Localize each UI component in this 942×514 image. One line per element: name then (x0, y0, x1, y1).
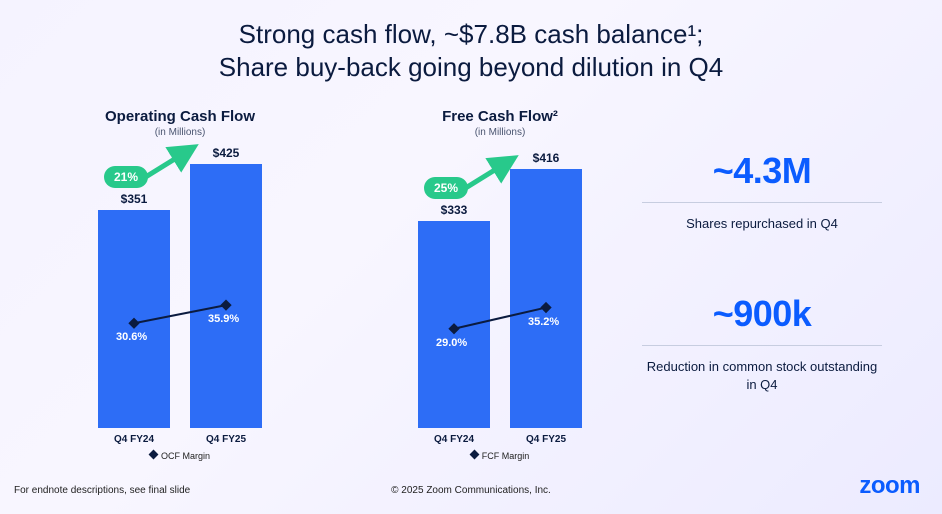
bar: $416 (510, 169, 582, 428)
bar-value-label: $416 (533, 151, 560, 165)
chart-fcf: Free Cash Flow² (in Millions) $333 $416 2… (390, 108, 610, 461)
bar: $425 (190, 164, 262, 428)
zoom-logo: zoom (859, 472, 920, 500)
growth-arrow-icon (460, 157, 520, 197)
xaxis-label: Q4 FY25 (190, 434, 262, 445)
divider (642, 202, 882, 203)
divider (642, 345, 882, 346)
margin-pct-label: 35.9% (208, 313, 239, 325)
margin-pct-label: 30.6% (116, 331, 147, 343)
chart-ocf-title: Operating Cash Flow (70, 108, 290, 125)
growth-arrow-icon (140, 146, 200, 186)
diamond-icon (469, 450, 479, 460)
xaxis-label: Q4 FY24 (418, 434, 490, 445)
stat-1: ~4.3M Shares repurchased in Q4 (642, 150, 882, 233)
stats-panel: ~4.3M Shares repurchased in Q4 ~900k Red… (642, 150, 882, 395)
chart-ocf: Operating Cash Flow (in Millions) $351 $4… (70, 108, 290, 461)
bar-value-label: $351 (121, 192, 148, 206)
stat-1-value: ~4.3M (642, 150, 882, 192)
stat-2-value: ~900k (642, 293, 882, 335)
bar-value-label: $425 (213, 146, 240, 160)
stat-2-text: Reduction in common stock outstanding in… (642, 358, 882, 394)
charts-region: Operating Cash Flow (in Millions) $351 $4… (70, 108, 610, 461)
chart-fcf-plot: $333$416 29.0%35.2%25% (390, 148, 610, 428)
stat-1-text: Shares repurchased in Q4 (642, 215, 882, 233)
title-line-1: Strong cash flow, ~$7.8B cash balance¹; (239, 19, 704, 49)
margin-pct-label: 29.0% (436, 337, 467, 349)
stat-2: ~900k Reduction in common stock outstand… (642, 293, 882, 394)
bar-value-label: $333 (441, 203, 468, 217)
chart-fcf-xaxis: Q4 FY24 Q4 FY25 (390, 434, 610, 445)
chart-fcf-subtitle: (in Millions) (390, 127, 610, 138)
margin-pct-label: 35.2% (528, 316, 559, 328)
chart-ocf-legend: OCF Margin (70, 451, 290, 461)
slide-title: Strong cash flow, ~$7.8B cash balance¹; … (0, 18, 942, 83)
bar: $333 (418, 221, 490, 428)
title-line-2: Share buy-back going beyond dilution in … (219, 52, 723, 82)
bar: $351 (98, 210, 170, 428)
chart-ocf-xaxis: Q4 FY24 Q4 FY25 (70, 434, 290, 445)
chart-fcf-title: Free Cash Flow² (390, 108, 610, 125)
chart-ocf-plot: $351$425 30.6%35.9%21% (70, 148, 290, 428)
xaxis-label: Q4 FY24 (98, 434, 170, 445)
chart-fcf-legend: FCF Margin (390, 451, 610, 461)
chart-ocf-subtitle: (in Millions) (70, 127, 290, 138)
copyright-text: © 2025 Zoom Communications, Inc. (0, 485, 942, 496)
xaxis-label: Q4 FY25 (510, 434, 582, 445)
diamond-icon (149, 450, 159, 460)
